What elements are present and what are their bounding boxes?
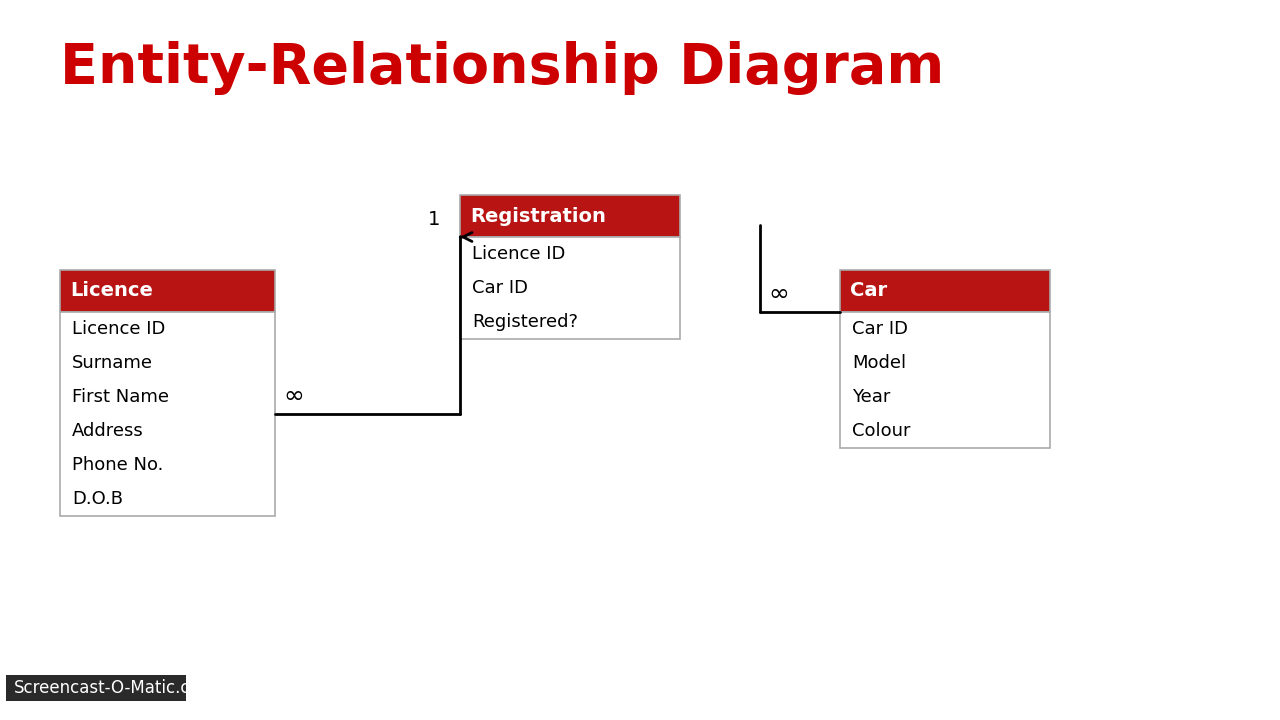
Bar <box>60 270 275 312</box>
Text: Licence: Licence <box>70 282 152 300</box>
Bar <box>840 312 1050 448</box>
Text: Registered?: Registered? <box>472 313 579 331</box>
Text: Registration: Registration <box>470 207 605 225</box>
Bar <box>840 270 1050 312</box>
Text: Phone No.: Phone No. <box>72 456 164 474</box>
Text: Licence ID: Licence ID <box>472 245 566 263</box>
Text: Surname: Surname <box>72 354 154 372</box>
Text: ∞: ∞ <box>768 282 788 306</box>
Text: Car: Car <box>850 282 887 300</box>
Text: First Name: First Name <box>72 388 169 406</box>
Text: Model: Model <box>852 354 906 372</box>
Bar <box>460 237 680 339</box>
Text: 1: 1 <box>428 210 440 229</box>
Text: Screencast-O-Matic.com: Screencast-O-Matic.com <box>14 679 216 697</box>
Text: Colour: Colour <box>852 422 910 440</box>
Text: D.O.B: D.O.B <box>72 490 123 508</box>
Text: Car ID: Car ID <box>472 279 529 297</box>
Text: Entity-Relationship Diagram: Entity-Relationship Diagram <box>60 41 945 95</box>
Text: ∞: ∞ <box>283 384 303 408</box>
Bar <box>60 312 275 516</box>
Text: Year: Year <box>852 388 891 406</box>
Bar <box>460 195 680 237</box>
Text: Car ID: Car ID <box>852 320 908 338</box>
Bar <box>6 675 186 701</box>
Text: Licence ID: Licence ID <box>72 320 165 338</box>
Text: Address: Address <box>72 422 143 440</box>
